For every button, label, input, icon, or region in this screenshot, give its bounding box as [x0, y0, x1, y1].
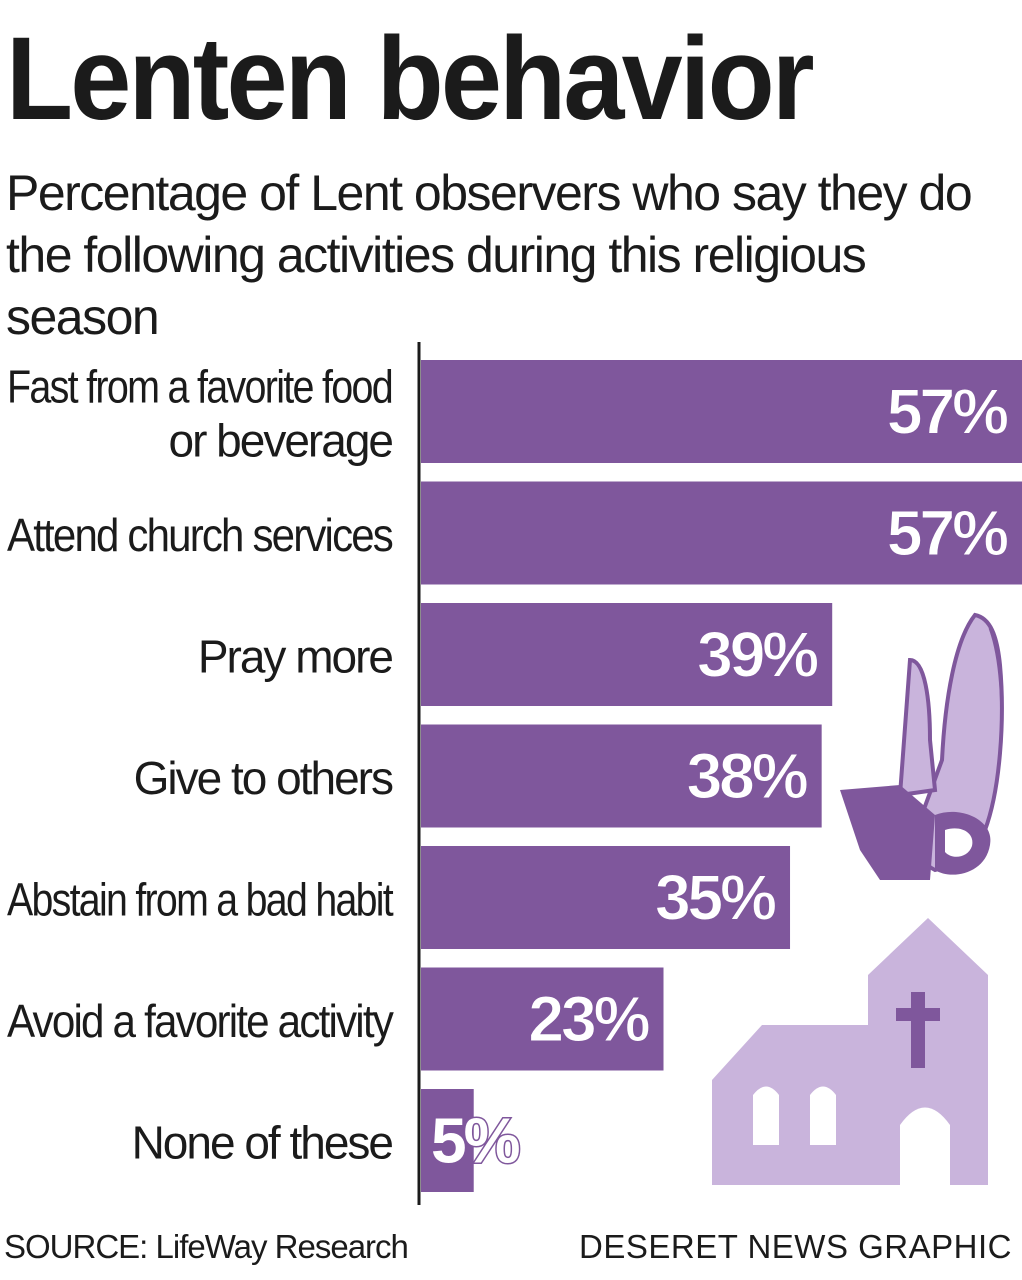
chart-title: Lenten behavior	[6, 13, 815, 145]
bar-value-label: 5%	[431, 1105, 520, 1177]
bar	[421, 360, 1022, 463]
category-label: Fast from a favorite food	[7, 361, 392, 413]
bar-value-label: 57%	[887, 376, 1008, 448]
church-icon	[712, 918, 988, 1185]
category-label: Avoid a favorite activity	[7, 995, 394, 1047]
category-label: or beverage	[169, 415, 393, 467]
bar	[421, 481, 1022, 585]
bar	[421, 724, 822, 828]
illustrations	[712, 612, 1004, 1185]
source-note: SOURCE: LifeWay Research	[4, 1228, 409, 1265]
graphic-credit: DESERET NEWS GRAPHIC	[579, 1228, 1012, 1265]
category-label: Give to others	[134, 752, 393, 804]
chart-subtitle: Percentage of Lent observers who say the…	[6, 165, 973, 345]
bar	[421, 1089, 474, 1192]
bar-value-label: 35%	[655, 862, 776, 934]
bar-value-label: 39%	[697, 619, 818, 691]
category-label: Attend church services	[7, 509, 393, 561]
bar-value-label: 38%	[687, 740, 808, 812]
bar	[421, 603, 833, 706]
category-label: Abstain from a bad habit	[7, 874, 394, 926]
praying-hands-icon	[840, 612, 1004, 880]
category-label: None of these	[132, 1117, 393, 1169]
bar	[421, 967, 664, 1071]
bar-value-label: 23%	[528, 983, 649, 1055]
category-label: Pray more	[198, 631, 393, 683]
bar	[421, 846, 791, 949]
bar-value-label: 57%	[887, 497, 1008, 569]
